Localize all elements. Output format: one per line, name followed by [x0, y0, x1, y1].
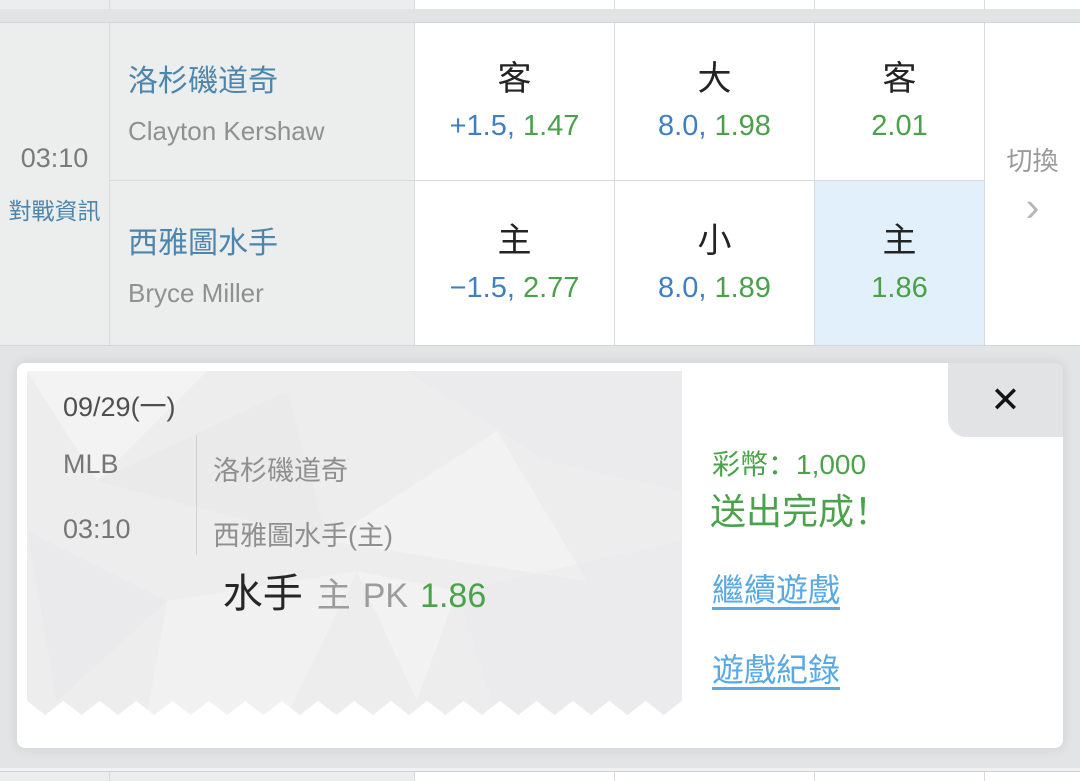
spread-odds: 2.77 — [522, 271, 580, 304]
switch-label: 切換 — [1006, 145, 1059, 176]
bet-side: 主 — [316, 577, 351, 615]
balance-label: 彩幣：1,000 — [712, 449, 867, 480]
sliver-cell — [0, 772, 110, 781]
spread-away-odds: +1.5, 1.47 — [450, 112, 580, 141]
league-label: MLB — [63, 449, 119, 479]
sliver-cell — [985, 0, 1080, 9]
match-time: 03:10 — [20, 142, 89, 173]
sliver-cell — [615, 0, 815, 9]
side-label: 大 — [697, 60, 732, 98]
moneyline-away-cell[interactable]: 客 2.01 — [815, 23, 985, 180]
home-team-name: 西雅圖水手 — [128, 226, 278, 260]
spread-home-odds: −1.5, 2.77 — [449, 271, 580, 304]
previous-row-sliver — [0, 0, 1080, 9]
switch-cell[interactable]: 切換 › — [985, 23, 1080, 345]
bet-receipt: 09/29(一) MLB 03:10 洛杉磯道奇 西雅圖水手(主) 水手主 PK 1… — [27, 371, 682, 715]
total-line: 8.0, — [658, 271, 707, 304]
game-time: 03:10 — [63, 514, 131, 544]
total-odds: 1.98 — [714, 110, 771, 142]
sliver-cell — [415, 0, 615, 9]
side-label: 客 — [497, 60, 532, 98]
match-info-link[interactable]: 對戰資訊 — [8, 197, 101, 224]
bet-team: 水手 — [222, 572, 303, 616]
side-label: 客 — [882, 60, 917, 98]
away-pitcher: Clayton Kershaw — [128, 116, 325, 146]
bet-confirmation-popup: 09/29(一) MLB 03:10 洛杉磯道奇 西雅圖水手(主) 水手主 PK 1… — [17, 363, 1063, 748]
moneyline-away-odds: 2.01 — [871, 110, 928, 142]
match-time-cell: 03:10 對戰資訊 — [0, 23, 110, 345]
side-label: 主 — [497, 221, 532, 260]
spread-away-cell[interactable]: 客 +1.5, 1.47 — [415, 23, 615, 180]
sliver-cell — [815, 772, 985, 781]
table-bottom-border — [0, 345, 1080, 346]
side-label: 小 — [697, 221, 732, 260]
close-button[interactable]: ✕ — [948, 363, 1063, 437]
sliver-cell — [985, 772, 1080, 781]
total-under-cell[interactable]: 小 8.0, 1.89 — [615, 180, 815, 345]
next-row-sliver — [0, 771, 1080, 781]
sliver-cell — [110, 772, 415, 781]
popup-home-team: 西雅圖水手(主) — [213, 521, 393, 551]
bet-odds: 1.86 — [420, 577, 487, 615]
submit-status: 送出完成！ — [710, 491, 891, 532]
sliver-cell — [110, 0, 415, 9]
total-under-odds: 8.0, 1.89 — [658, 271, 771, 304]
game-history-link[interactable]: 遊戲紀錄 — [712, 652, 841, 688]
close-icon: ✕ — [990, 379, 1021, 420]
sliver-cell — [415, 772, 615, 781]
total-line: 8.0, — [658, 110, 707, 142]
away-team-cell: 洛杉磯道奇 Clayton Kershaw — [110, 23, 415, 180]
moneyline-home-odds: 1.86 — [871, 271, 928, 304]
away-team-name: 洛杉磯道奇 — [128, 65, 278, 98]
moneyline-home-cell-selected[interactable]: 主 1.86 — [815, 180, 985, 345]
sliver-cell — [815, 0, 985, 9]
bet-date: 09/29(一) — [63, 392, 176, 422]
spread-line: +1.5, — [449, 110, 515, 142]
spread-line: −1.5, — [449, 271, 515, 304]
home-pitcher: Bryce Miller — [128, 277, 264, 308]
continue-game-link[interactable]: 繼續遊戲 — [712, 572, 841, 608]
bet-summary: 水手主 PK 1.86 — [27, 561, 682, 619]
home-team-cell: 西雅圖水手 Bryce Miller — [110, 180, 415, 345]
divider-strip — [0, 768, 1080, 771]
total-over-cell[interactable]: 大 8.0, 1.98 — [615, 23, 815, 180]
total-over-odds: 8.0, 1.98 — [658, 112, 771, 141]
sliver-cell — [0, 0, 110, 9]
total-odds: 1.89 — [714, 271, 771, 304]
popup-away-team: 洛杉磯道奇 — [213, 456, 348, 486]
side-label: 主 — [882, 221, 917, 260]
vertical-divider — [196, 435, 197, 555]
row-separator-band — [0, 9, 1080, 23]
bet-market: PK — [362, 577, 409, 615]
sliver-cell — [615, 772, 815, 781]
spread-home-cell[interactable]: 主 −1.5, 2.77 — [415, 180, 615, 345]
spread-odds: 1.47 — [522, 110, 580, 142]
chevron-right-icon: › — [1025, 182, 1040, 230]
